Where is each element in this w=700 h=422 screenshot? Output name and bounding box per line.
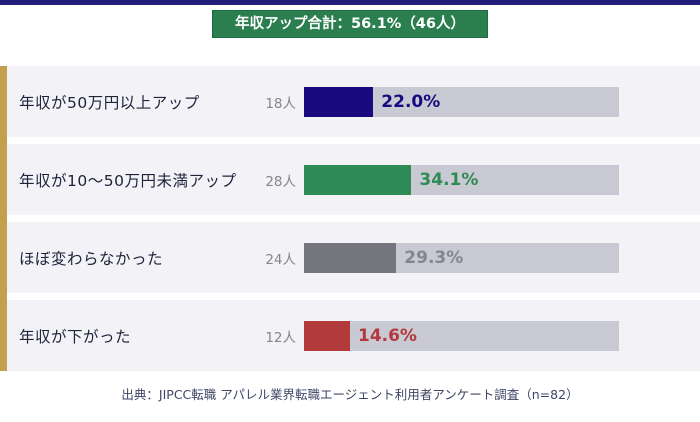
bar-fill — [304, 164, 412, 195]
category-label: 年収が50万円以上アップ — [19, 93, 200, 112]
chart-row: 年収が50万円以上アップ 18人 22.0% — [0, 66, 700, 137]
bar-percent: 22.0% — [381, 91, 441, 112]
category-label: ほぼ変わらなかった — [19, 249, 164, 268]
chart-row: ほぼ変わらなかった 24人 29.3% — [0, 222, 700, 293]
bar-fill — [304, 86, 374, 117]
bar-fill — [304, 242, 397, 273]
bar-percent: 29.3% — [404, 247, 464, 268]
category-label: 年収が10〜50万円未満アップ — [19, 171, 237, 190]
bar-chart: 年収が50万円以上アップ 18人 22.0% 年収が10〜50万円未満アップ 2… — [0, 66, 700, 378]
bar-fill — [304, 320, 350, 351]
source-note: 出典：JIPCC転職 アパレル業界転職エージェント利用者アンケート調査（n=82… — [121, 387, 579, 402]
bar-track: 34.1% — [304, 164, 619, 195]
category-label: 年収が下がった — [19, 327, 132, 346]
count-label: 18人 — [265, 95, 296, 112]
bar-percent: 14.6% — [357, 325, 417, 346]
count-label: 28人 — [265, 173, 296, 190]
bar-percent: 34.1% — [419, 169, 479, 190]
left-accent-stripe — [0, 66, 7, 371]
chart-title-badge: 年収アップ合計：56.1%（46人） — [212, 10, 488, 38]
count-label: 24人 — [265, 251, 296, 268]
bar-track: 29.3% — [304, 242, 619, 273]
count-label: 12人 — [265, 329, 296, 346]
chart-row: 年収が10〜50万円未満アップ 28人 34.1% — [0, 144, 700, 215]
chart-row: 年収が下がった 12人 14.6% — [0, 300, 700, 371]
bar-track: 14.6% — [304, 320, 619, 351]
bar-track: 22.0% — [304, 86, 619, 117]
top-accent-line — [0, 0, 700, 5]
